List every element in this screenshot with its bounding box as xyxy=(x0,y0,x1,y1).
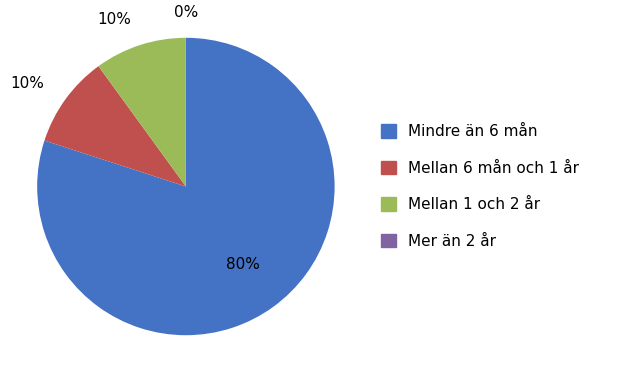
Wedge shape xyxy=(37,38,335,335)
Legend: Mindre än 6 mån, Mellan 6 mån och 1 år, Mellan 1 och 2 år, Mer än 2 år: Mindre än 6 mån, Mellan 6 mån och 1 år, … xyxy=(381,124,579,249)
Text: 0%: 0% xyxy=(174,5,198,20)
Text: 10%: 10% xyxy=(10,76,44,91)
Text: 80%: 80% xyxy=(226,257,260,272)
Wedge shape xyxy=(44,66,186,186)
Wedge shape xyxy=(99,38,186,186)
Text: 10%: 10% xyxy=(98,12,131,27)
